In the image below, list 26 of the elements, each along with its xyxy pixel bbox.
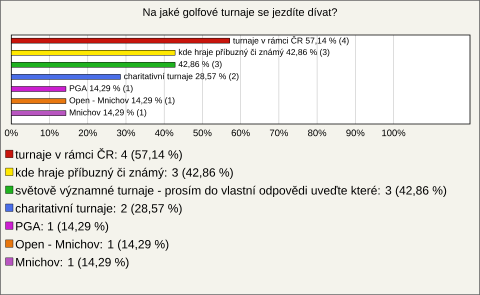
- legend-label: Mnichov: 1 (14,29 %): [16, 258, 129, 269]
- legend-label: turnaje v rámci ČR: 4 (57,14 %): [15, 148, 182, 162]
- chart-title: Na jaké golfové turnaje se jezdíte dívat?: [143, 8, 338, 18]
- data-label: PGA 14,29 % (1): [70, 85, 133, 93]
- x-tick-label: 80%: [308, 130, 326, 136]
- x-tick-label: 70%: [270, 130, 288, 136]
- data-label: turnaje v rámci ČR 57,14 % (4): [233, 36, 349, 46]
- data-label: charitativní turnaje 28,57 % (2): [124, 72, 238, 81]
- data-label: Mnichov 14,29 % (1): [70, 109, 146, 118]
- x-tick-label: 20%: [78, 130, 97, 136]
- data-label: Open - Mnichov 14,29 % (1): [70, 97, 174, 105]
- x-tick-label: 60%: [232, 130, 250, 136]
- legend-label: charitativní turnaje: 2 (28,57 %): [16, 204, 182, 215]
- x-tick-label: 90%: [346, 130, 364, 136]
- data-label: kde hraje příbuzný či známý 42,86 % (3): [178, 48, 330, 57]
- legend-label: světově významné turnaje - prosím do vlastní odpovědi uveďte které: 3 (42,86 %): [16, 186, 446, 197]
- x-tick-label: 50%: [193, 130, 212, 136]
- x-tick-label: 0%: [4, 130, 18, 136]
- data-label: 42,86 % (3): [178, 60, 222, 69]
- x-tick-label: 100%: [382, 130, 406, 136]
- legend-label: kde hraje příbuzný či známý: 3 (42,86 %): [16, 168, 233, 180]
- x-tick-label: 10%: [40, 130, 59, 136]
- legend-label: PGA: 1 (14,29 %): [16, 222, 108, 233]
- legend-label: Open - Mnichov: 1 (14,29 %): [16, 240, 168, 251]
- x-tick-label: 40%: [154, 130, 174, 136]
- x-tick-label: 30%: [116, 130, 136, 136]
